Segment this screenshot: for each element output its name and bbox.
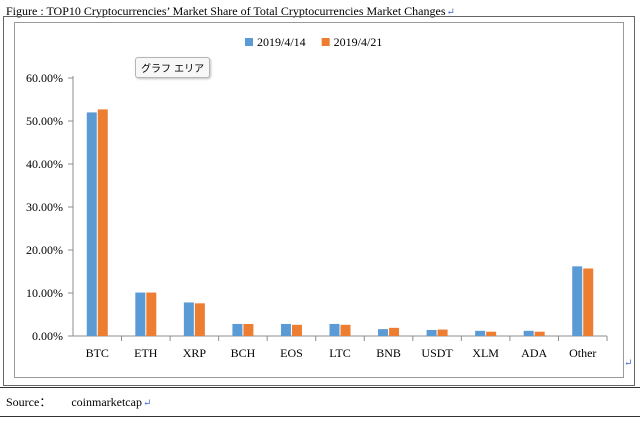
figure-frame [3, 16, 635, 386]
paragraph-return-icon: ↵ [624, 358, 633, 369]
x-tick-label: ADA [521, 346, 547, 360]
legend-label-1: 2019/4/14 [257, 35, 306, 49]
y-tick-label: 30.00% [26, 200, 63, 214]
bar-eth-series-2 [146, 292, 157, 336]
x-tick-label: BCH [231, 346, 256, 360]
y-tick-label: 40.00% [26, 157, 63, 171]
return-mark-icon: ↵ [446, 7, 455, 18]
bottom-divider [0, 416, 640, 417]
bar-bch-series-2 [243, 323, 254, 336]
x-tick-label: BTC [86, 346, 109, 360]
bar-eos-series-2 [291, 324, 302, 336]
x-tick-label: BNB [376, 346, 401, 360]
bar-bch-series-1 [232, 323, 243, 336]
legend-label-2: 2019/4/21 [334, 35, 383, 49]
bar-chart: 0.00% 10.00% 20.00% 30.00% 40.00% 50.00% 60.00… [26, 35, 608, 360]
chart-area[interactable]: 0.00% 10.00% 20.00% 30.00% 40.00% 50.00% 60.00… [14, 22, 624, 378]
x-tick-label: XRP [183, 346, 207, 360]
bar-xlm-series-2 [486, 331, 497, 336]
chart-area-tooltip: グラフ エリア [135, 57, 211, 78]
source-return-icon: ↵ [142, 398, 152, 409]
x-tick-label: LTC [329, 346, 351, 360]
bar-other-series-2 [583, 268, 594, 336]
bar-btc-series-1 [86, 112, 97, 337]
y-tick-label: 50.00% [26, 114, 63, 128]
x-tick-label: EOS [280, 346, 303, 360]
y-tick-label: 60.00% [26, 71, 63, 85]
bar-usdt-series-2 [437, 329, 448, 336]
x-tick-label: ETH [134, 346, 158, 360]
y-tick-label: 20.00% [26, 243, 63, 257]
bar-eos-series-1 [280, 323, 291, 336]
bar-xrp-series-2 [194, 303, 205, 336]
bar-bnb-series-1 [378, 329, 389, 336]
figure-caption: Figure : TOP10 Cryptocurrencies’ Market … [6, 4, 455, 19]
source-divider [0, 387, 640, 388]
bar-eth-series-1 [135, 292, 146, 336]
x-tick-label: XLM [472, 346, 499, 360]
source-line: Source： coinmarketcap↵ [6, 393, 151, 410]
legend-swatch-2 [321, 38, 330, 46]
source-value: coinmarketcap [71, 395, 142, 409]
y-tick-label: 0.00% [32, 329, 63, 343]
caption-text: Figure : TOP10 Cryptocurrencies’ Market … [6, 4, 446, 18]
bar-usdt-series-1 [426, 329, 437, 336]
bar-ada-series-2 [534, 331, 545, 336]
bar-ltc-series-1 [329, 323, 340, 336]
bar-btc-series-2 [97, 109, 108, 336]
bar-ltc-series-2 [340, 324, 351, 336]
x-tick-label: USDT [421, 346, 453, 360]
source-label: Source： [6, 395, 52, 409]
bar-bnb-series-2 [389, 327, 400, 336]
bar-ada-series-1 [523, 330, 534, 336]
bar-other-series-1 [572, 266, 583, 336]
y-tick-label: 10.00% [26, 286, 63, 300]
x-tick-label: Other [569, 346, 596, 360]
bar-xrp-series-1 [183, 302, 194, 336]
bar-xlm-series-1 [475, 330, 486, 336]
legend-swatch-1 [245, 38, 253, 46]
